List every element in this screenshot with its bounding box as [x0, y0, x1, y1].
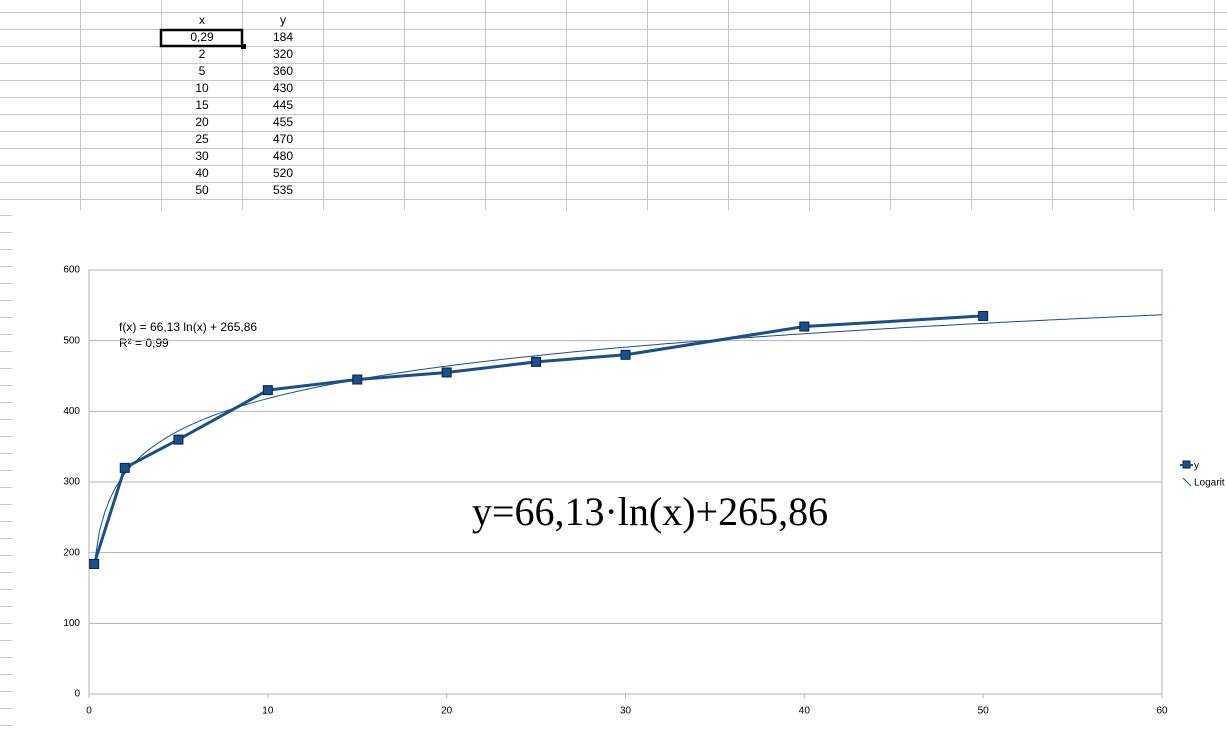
fill-handle[interactable]	[241, 44, 246, 49]
x-tick-label: 10	[262, 706, 274, 717]
series-line	[92, 314, 984, 565]
legend-trend-line	[1182, 477, 1192, 487]
column-header: y	[280, 13, 286, 27]
cell-value: 40	[195, 166, 209, 180]
y-tick-label: 600	[63, 265, 80, 276]
y-tick-label: 400	[63, 406, 80, 417]
cell-value: 430	[273, 81, 293, 95]
y-tick-label: 100	[63, 618, 80, 629]
legend-label: Logarit	[1194, 478, 1225, 489]
x-tick-label: 30	[620, 706, 632, 717]
trend-r2: R² = 0,99	[119, 336, 169, 350]
cell-value: 25	[195, 132, 209, 146]
x-tick-label: 50	[978, 706, 990, 717]
cell-value: 470	[273, 132, 293, 146]
cell-value: 30	[195, 149, 209, 163]
cell-value: 0,29	[190, 30, 214, 44]
cell-value: 480	[273, 149, 293, 163]
x-tick-label: 60	[1156, 706, 1168, 717]
y-tick-label: 200	[63, 547, 80, 558]
point	[620, 349, 631, 360]
cell-value: 535	[273, 183, 293, 197]
cell-value: 5	[199, 64, 206, 78]
x-tick-label: 0	[86, 706, 92, 717]
point	[173, 434, 184, 445]
point	[262, 385, 273, 396]
trendline	[93, 314, 1162, 565]
point	[89, 558, 100, 569]
point	[978, 310, 989, 321]
point	[799, 321, 810, 332]
column-header: x	[199, 13, 205, 27]
cell-value: 320	[273, 47, 293, 61]
y-tick-label: 500	[63, 335, 80, 346]
x-tick-label: 40	[799, 706, 811, 717]
y-tick-label: 300	[63, 477, 80, 488]
cell-value: 445	[273, 98, 293, 112]
cell-value: 360	[273, 64, 293, 78]
x-tick-label: 20	[441, 706, 453, 717]
y-tick-label: 0	[74, 689, 80, 700]
cell-value: 455	[273, 115, 293, 129]
sheet-grid	[0, 0, 1227, 726]
point	[352, 374, 363, 385]
point	[531, 356, 542, 367]
point	[441, 367, 452, 378]
cell-value: 520	[273, 166, 293, 180]
formula-annotation: y=66,13·ln(x)+265,86	[472, 489, 828, 534]
cell-value: 184	[273, 30, 293, 44]
legend-label: y	[1194, 461, 1199, 472]
trend-equation: f(x) = 66,13 ln(x) + 265,86	[119, 320, 257, 334]
cell-value: 2	[199, 47, 206, 61]
cell-value: 20	[195, 115, 209, 129]
cell-value: 50	[195, 183, 209, 197]
selected-cell[interactable]	[159, 28, 244, 48]
cell-value: 10	[195, 81, 209, 95]
cell-value: 15	[195, 98, 209, 112]
point	[119, 462, 130, 473]
